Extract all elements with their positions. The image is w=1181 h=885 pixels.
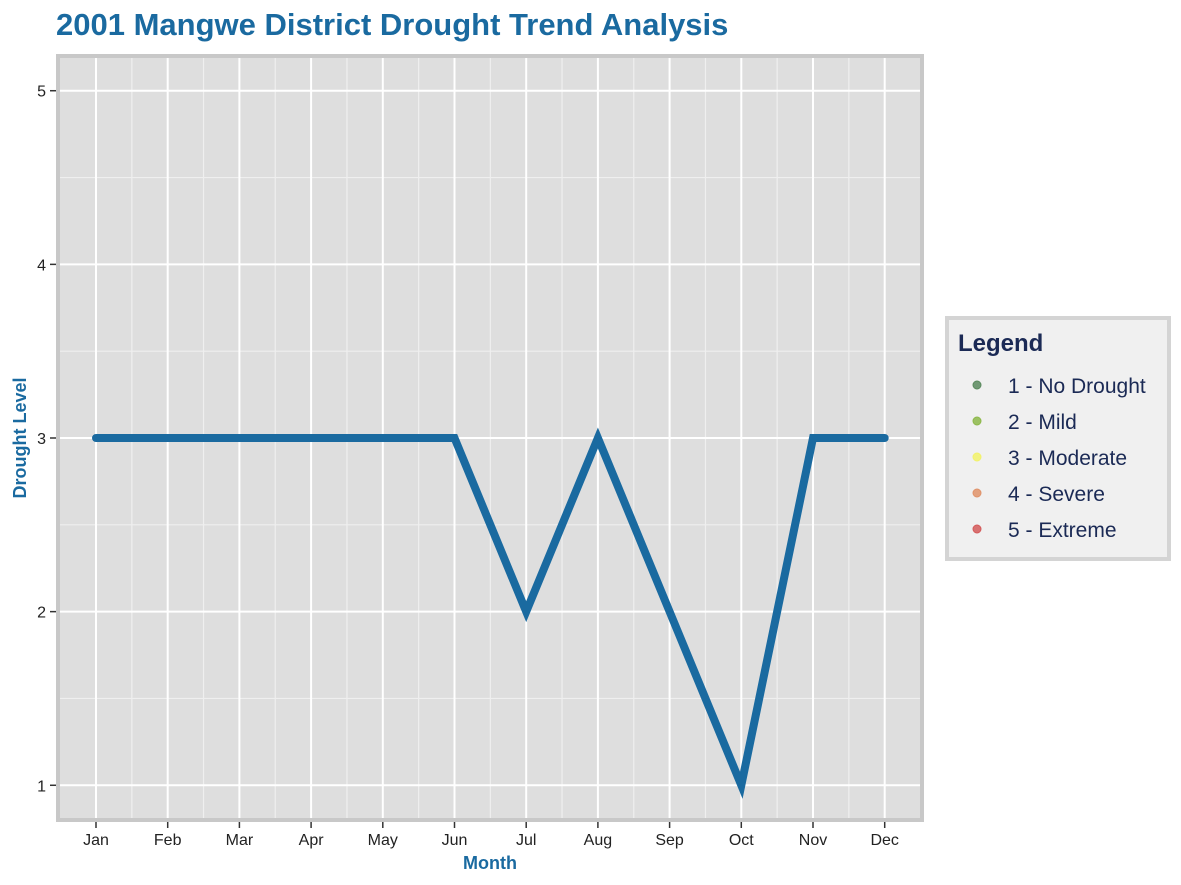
x-tick-label: Nov bbox=[799, 832, 827, 849]
x-tick-label: Jan bbox=[83, 832, 109, 849]
axes: Jan Feb Mar Apr May Jun Jul Aug Sep Oct Nov Dec 1 2 3 4… bbox=[37, 84, 899, 849]
legend: Legend 1 - No Drought 2 - Mild 3 - Moderate… bbox=[945, 316, 1171, 561]
x-tick-label: Dec bbox=[870, 832, 898, 849]
x-tick-label: Oct bbox=[729, 832, 754, 849]
chart-title: 2001 Mangwe District Drought Trend Analy… bbox=[56, 7, 728, 42]
legend-key-dot bbox=[972, 452, 982, 462]
x-tick-label: Aug bbox=[584, 832, 612, 849]
data-series bbox=[92, 427, 889, 799]
x-tick-label: Jun bbox=[442, 832, 468, 849]
x-tick-label: Feb bbox=[154, 832, 182, 849]
drought-level-line bbox=[92, 427, 889, 799]
legend-item-label: 1 - No Drought bbox=[1008, 375, 1146, 398]
x-tick-label: Jul bbox=[516, 832, 536, 849]
legend-title: Legend bbox=[958, 330, 1043, 357]
y-tick-label: 2 bbox=[37, 605, 46, 622]
y-axis-title: Drought Level bbox=[10, 377, 30, 498]
x-tick-label: May bbox=[368, 832, 398, 849]
y-tick-label: 3 bbox=[37, 431, 46, 448]
legend-box bbox=[945, 316, 1171, 561]
legend-key-dot bbox=[972, 416, 982, 426]
x-tick-label: Mar bbox=[226, 832, 254, 849]
legend-item-label: 5 - Extreme bbox=[1008, 519, 1117, 542]
legend-key-dot bbox=[972, 380, 982, 390]
y-tick-label: 1 bbox=[37, 778, 46, 795]
legend-item-label: 2 - Mild bbox=[1008, 411, 1077, 434]
legend-item-label: 4 - Severe bbox=[1008, 483, 1105, 506]
legend-key-dot bbox=[972, 524, 982, 534]
x-tick-label: Sep bbox=[655, 832, 684, 849]
y-tick-label: 5 bbox=[37, 84, 46, 101]
legend-key-dot bbox=[972, 488, 982, 498]
legend-item-label: 3 - Moderate bbox=[1008, 447, 1127, 470]
x-tick-label: Apr bbox=[299, 832, 325, 849]
x-axis-title: Month bbox=[463, 853, 517, 873]
y-tick-label: 4 bbox=[37, 257, 46, 274]
